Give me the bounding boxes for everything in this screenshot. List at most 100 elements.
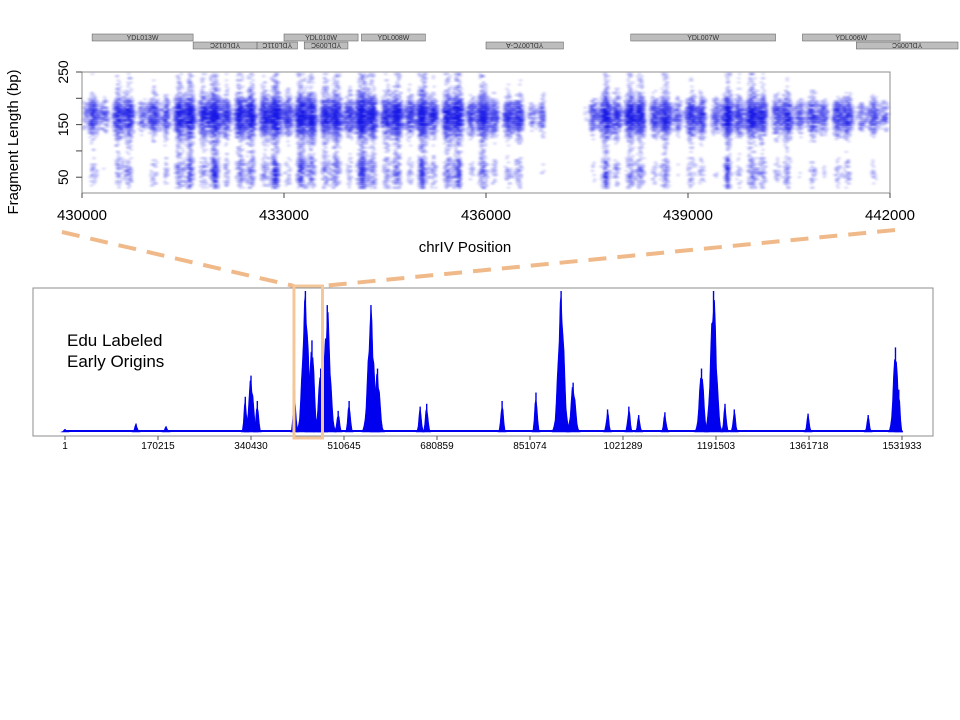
heatmap-cell: [115, 179, 119, 183]
heatmap-cell: [182, 129, 186, 133]
heatmap-cell: [116, 78, 120, 82]
heatmap-cell: [209, 160, 213, 164]
heatmap-cell: [206, 104, 210, 108]
heatmap-cell: [119, 85, 123, 89]
heatmap-cell: [166, 171, 170, 175]
heatmap-cell: [118, 80, 122, 84]
heatmap-cell: [156, 110, 160, 114]
heatmap-cell: [188, 175, 192, 179]
heatmap-cell: [200, 160, 204, 164]
heatmap-cell: [189, 158, 193, 162]
heatmap-cell: [201, 104, 205, 108]
heatmap-cell: [132, 120, 136, 124]
heatmap-cell: [84, 114, 88, 118]
heatmap-cell: [146, 101, 150, 105]
heatmap-cell: [204, 91, 208, 95]
heatmap-cell: [194, 112, 198, 116]
heatmap-cell: [199, 175, 203, 179]
heatmap-cell: [114, 163, 118, 167]
heatmap-cell: [190, 184, 194, 188]
heatmap-cell: [162, 104, 166, 108]
heatmap-cell: [155, 129, 159, 133]
heatmap-cell: [178, 87, 182, 91]
heatmap-cell: [124, 104, 128, 108]
heatmap-cell: [137, 114, 141, 118]
heatmap-cell: [151, 116, 155, 120]
heatmap-cell: [131, 123, 135, 127]
heatmap-cell: [92, 95, 96, 99]
heatmap-cell: [161, 99, 165, 103]
heatmap-cell: [160, 127, 164, 131]
heatmap-cell: [161, 101, 165, 105]
heatmap-cell: [151, 133, 155, 137]
heatmap-cell: [164, 123, 168, 127]
heatmap-cell: [163, 93, 167, 97]
heatmap-cell: [115, 175, 119, 179]
heatmap-cell: [194, 108, 198, 112]
heatmap-cell: [199, 171, 203, 175]
heatmap-cell: [115, 89, 119, 93]
heatmap-cell: [119, 163, 123, 167]
heatmap-cell: [90, 114, 94, 118]
heatmap-cell: [182, 167, 186, 171]
heatmap-cell: [155, 171, 159, 175]
heatmap-cell: [140, 112, 144, 116]
heatmap-cell: [210, 78, 214, 82]
heatmap-cell: [204, 148, 208, 152]
heatmap-cell: [209, 74, 213, 78]
heatmap-cell: [182, 97, 186, 101]
heatmap-cell: [124, 89, 128, 93]
heatmap-cell: [82, 116, 86, 120]
heatmap-cell: [149, 97, 153, 101]
heatmap-cell: [92, 163, 96, 167]
heatmap-cell: [98, 110, 102, 114]
heatmap-cell: [119, 104, 123, 108]
heatmap-cell: [188, 186, 192, 190]
heatmap-cell: [145, 110, 149, 114]
heatmap-cell: [199, 139, 203, 143]
gene-bar: [802, 33, 901, 42]
heatmap-cell: [262, 85, 266, 89]
heatmap-cell: [132, 131, 136, 135]
heatmap-cell: [263, 80, 267, 84]
heatmap-cell: [116, 123, 120, 127]
heatmap-cell: [111, 110, 115, 114]
heatmap-cell: [205, 165, 209, 169]
heatmap-cell: [176, 169, 180, 173]
heatmap-cell: [125, 127, 129, 131]
heatmap-cell: [96, 112, 100, 116]
heatmap-cell: [94, 101, 98, 105]
heatmap-cell: [190, 112, 194, 116]
heatmap-cell: [209, 76, 213, 80]
heatmap-cell: [182, 123, 186, 127]
top-heatmap-chart: 430000 433000 436000 439000 442000 50150250 …: [5, 60, 915, 256]
heatmap-cell: [161, 123, 165, 127]
heatmap-cell: [254, 127, 258, 131]
heatmap-cell: [140, 118, 144, 122]
heatmap-cell: [125, 114, 129, 118]
heatmap-cell: [216, 150, 220, 154]
heatmap-cell: [143, 125, 147, 129]
heatmap-cell: [163, 144, 167, 148]
heatmap-cell: [126, 89, 130, 93]
heatmap-cell: [180, 85, 184, 89]
heatmap-cell: [199, 179, 203, 183]
heatmap-cell: [171, 116, 175, 120]
heatmap-cell: [117, 158, 121, 162]
heatmap-cell: [209, 184, 213, 188]
heatmap-cell: [161, 116, 165, 120]
heatmap-cell: [145, 118, 149, 122]
heatmap-cell: [92, 156, 96, 160]
heatmap-cell: [137, 110, 141, 114]
heatmap-cell: [240, 91, 244, 95]
heatmap-cell: [174, 163, 178, 167]
heatmap-cell: [115, 97, 119, 101]
heatmap-cell: [174, 93, 178, 97]
heatmap-cell: [139, 123, 143, 127]
heatmap-cell: [105, 108, 109, 112]
heatmap-cell: [153, 125, 157, 129]
heatmap-cell: [100, 118, 104, 122]
heatmap-cell: [188, 127, 192, 131]
heatmap-cell: [118, 101, 122, 105]
heatmap-cell: [117, 112, 121, 116]
